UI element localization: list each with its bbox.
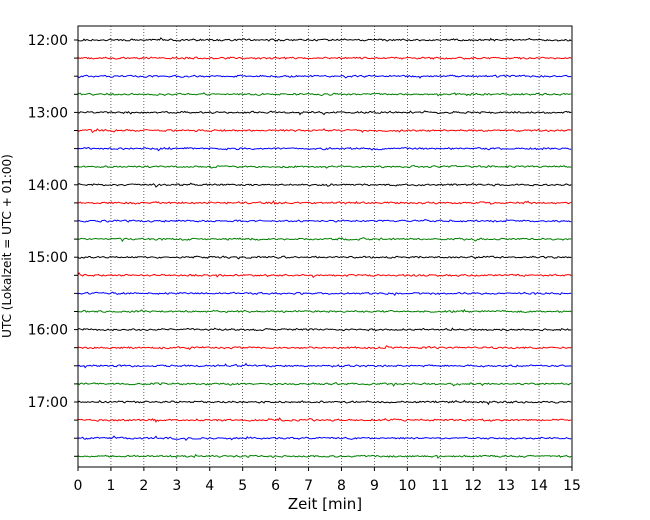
trace-line	[77, 308, 572, 314]
y-tick-label: 14:00	[28, 178, 68, 194]
x-tick-label: 0	[74, 478, 83, 494]
trace-line	[77, 164, 572, 169]
trace-line	[77, 453, 572, 459]
y-axis-ticks: 12:00 13:00 14:00 15:00 16:00 17:00	[28, 33, 78, 457]
trace-line	[77, 255, 572, 260]
y-tick-label: 16:00	[28, 323, 68, 339]
x-tick-label: 13	[497, 478, 515, 494]
y-tick-label: 13:00	[28, 105, 68, 121]
trace-line	[77, 146, 572, 152]
x-tick-label: 15	[563, 478, 581, 494]
plot-area	[78, 26, 572, 467]
trace-line	[77, 291, 572, 297]
y-tick-label: 17:00	[28, 395, 68, 411]
trace-line	[77, 345, 572, 351]
trace-line	[77, 37, 572, 42]
trace-line	[77, 182, 572, 188]
trace-line	[77, 92, 572, 97]
x-tick-label: 11	[431, 478, 449, 494]
trace-line	[77, 237, 572, 243]
trace-line	[77, 110, 572, 116]
x-tick-label: 6	[271, 478, 280, 494]
x-tick-label: 3	[172, 478, 181, 494]
trace-line	[77, 381, 572, 387]
x-axis-ticks: 0 1 2 3 4 5 6 7 8 9 10 11 12 13 14 15	[74, 467, 581, 494]
x-tick-label: 8	[337, 478, 346, 494]
y-tick-label: 12:00	[28, 33, 68, 49]
x-tick-label: 12	[464, 478, 482, 494]
seismic-traces	[77, 37, 572, 459]
trace-line	[77, 200, 572, 205]
x-axis-label: Zeit [min]	[288, 495, 362, 513]
trace-line	[77, 74, 572, 79]
trace-line	[77, 417, 572, 423]
x-tick-label: 1	[106, 478, 115, 494]
x-tick-label: 7	[304, 478, 313, 494]
y-tick-label: 15:00	[28, 250, 68, 266]
trace-line	[77, 435, 572, 441]
y-axis-label: UTC (Lokalzeit = UTC + 01:00)	[0, 154, 14, 338]
trace-line	[77, 362, 572, 369]
x-tick-label: 14	[530, 478, 548, 494]
x-tick-label: 4	[205, 478, 214, 494]
x-tick-label: 5	[238, 478, 247, 494]
x-tick-label: 10	[398, 478, 416, 494]
plot-frame	[77, 25, 573, 468]
trace-line	[77, 399, 572, 406]
trace-line	[77, 128, 572, 134]
trace-line	[77, 219, 572, 223]
x-tick-label: 2	[139, 478, 148, 494]
trace-line	[77, 327, 572, 332]
trace-line	[77, 56, 572, 60]
trace-line	[77, 272, 572, 279]
x-tick-label: 9	[370, 478, 379, 494]
